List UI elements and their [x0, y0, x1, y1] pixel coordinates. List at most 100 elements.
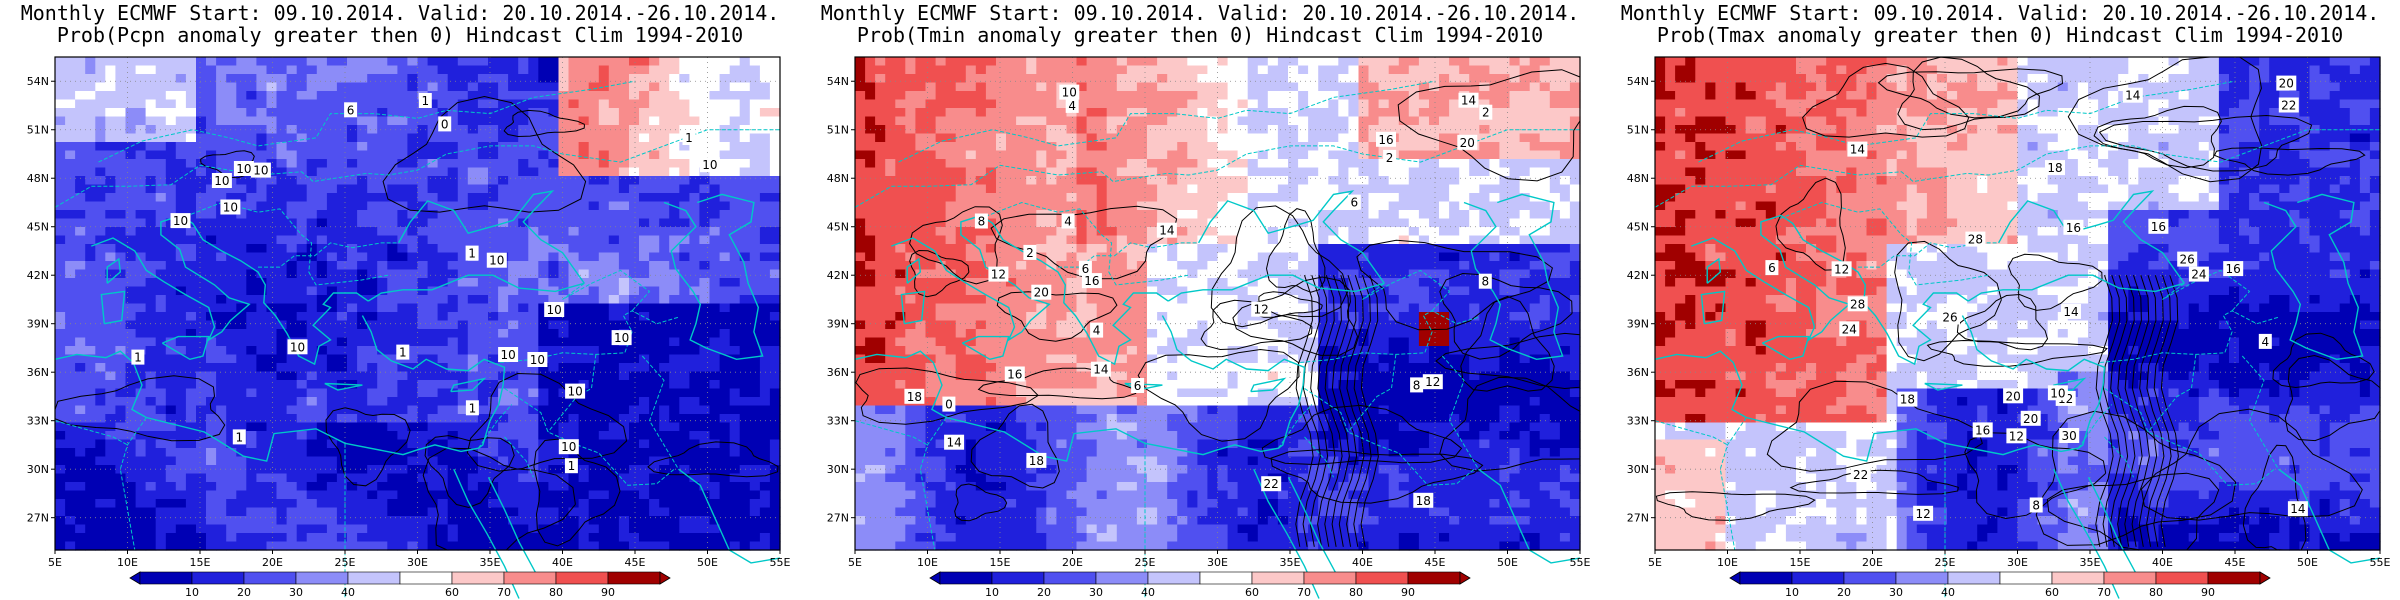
- lat-tick-label: 33N: [827, 415, 849, 428]
- colorbar-swatch: [2103, 571, 2157, 585]
- contour-label: 26: [2180, 253, 2195, 267]
- contour-label: 16: [1007, 368, 1022, 382]
- panel-title-line1: Monthly ECMWF Start: 09.10.2014. Valid: …: [820, 1, 1580, 25]
- contour-label: 18: [1900, 393, 1915, 407]
- lat-tick-label: 30N: [1627, 463, 1649, 476]
- lon-tick-label: 40E: [2152, 556, 2173, 569]
- contour-label-box: [2122, 87, 2143, 103]
- contour-label: 6: [1350, 196, 1358, 210]
- probability-field: [55, 57, 781, 551]
- contour-label-box: [2177, 251, 2198, 267]
- contour-label-box: [2223, 261, 2244, 277]
- contour-label-box: [1831, 261, 1852, 277]
- contour-label-box: [564, 458, 578, 474]
- colorbar-arrow-left: [129, 571, 141, 585]
- contour-label: 26: [1942, 311, 1957, 325]
- lat-tick-label: 36N: [27, 366, 49, 379]
- coastlines: [54, 190, 781, 599]
- colorbar-swatch: [1895, 571, 1949, 585]
- probability-map: 8846246812141620182214121018201614246121…: [827, 56, 1591, 599]
- contour-label: 4: [1064, 215, 1072, 229]
- lat-tick-label: 54N: [827, 75, 849, 88]
- contour-label: 10: [702, 158, 717, 172]
- colorbar-swatch: [1791, 571, 1845, 585]
- contour-label: 14: [2290, 502, 2305, 516]
- contour-label: 30: [2062, 429, 2077, 443]
- contour-label: 12: [2009, 429, 2024, 443]
- contour-label-box: [1940, 309, 1960, 325]
- colorbar-tick-label: 70: [2097, 586, 2111, 599]
- contour-label: 20: [1460, 136, 1475, 150]
- lon-tick-label: 10E: [117, 556, 138, 569]
- lon-tick-label: 45E: [2225, 556, 2246, 569]
- contour-label-box: [1376, 131, 1396, 147]
- lat-tick-label: 54N: [27, 75, 49, 88]
- colorbar-tick-label: 40: [1141, 586, 1155, 599]
- contour-label: 2: [1026, 246, 1034, 260]
- contour-label-box: [1090, 322, 1104, 338]
- lat-tick-label: 39N: [1627, 318, 1649, 331]
- colorbar-swatch: [1095, 571, 1149, 585]
- contour-label-box: [1156, 222, 1177, 238]
- lon-tick-label: 25E: [335, 556, 356, 569]
- contour-label-box: [287, 339, 308, 355]
- lat-tick-label: 48N: [27, 172, 49, 185]
- contour-label: 12: [1834, 262, 1849, 276]
- contour-label: 6: [1768, 261, 1776, 275]
- contour-label: 28: [1850, 297, 1865, 311]
- colorbar-swatch: [295, 571, 349, 585]
- contour-label-box: [2287, 501, 2308, 517]
- contour-label: 18: [907, 390, 922, 404]
- contour-label-box: [438, 116, 452, 132]
- colorbar-tick-label: 90: [1401, 586, 1415, 599]
- contour-label-box: [2188, 266, 2209, 282]
- contour-label: 14: [1850, 143, 1865, 157]
- contour-label-box: [498, 347, 519, 362]
- contour-label-box: [527, 352, 548, 367]
- lon-tick-label: 35E: [1280, 556, 1301, 569]
- colorbar-arrow-right: [659, 571, 671, 585]
- contour-label-box: [558, 439, 579, 455]
- contour-label: 10: [236, 162, 251, 176]
- contour-label-box: [1090, 361, 1111, 377]
- lon-tick-label: 25E: [1935, 556, 1956, 569]
- contour-label: 16: [2226, 262, 2241, 276]
- contour-label-box: [2148, 218, 2169, 234]
- contour-label: 0: [441, 117, 449, 131]
- colorbar-tick-label: 30: [1089, 586, 1103, 599]
- probability-map: 1412161412202224262830181614121046812141…: [1627, 56, 2391, 599]
- panel-title-line2: Prob(Tmin anomaly greater then 0) Hindca…: [856, 23, 1544, 47]
- contour-label: 10: [253, 164, 268, 178]
- coastlines: [854, 190, 1581, 599]
- lon-tick-label: 20E: [1062, 556, 1083, 569]
- contour-label: 28: [1968, 233, 1983, 247]
- contour-label-box: [1479, 104, 1493, 120]
- panel-tmax: Monthly ECMWF Start: 09.10.2014. Valid: …: [1600, 0, 2400, 600]
- contour-label: 6: [347, 103, 355, 117]
- contour-label: 8: [1413, 378, 1421, 392]
- colorbar: 10 20 30 40 60 70 80 90: [1729, 571, 2271, 599]
- contour-label: 24: [1842, 322, 1857, 336]
- contour-label-box: [1065, 97, 1079, 113]
- contour-label-box: [2061, 303, 2081, 319]
- contour-label-box: [2029, 497, 2043, 513]
- contour-label: 10: [500, 348, 515, 362]
- colorbar-swatch: [139, 571, 193, 585]
- contour-label: 1: [468, 247, 476, 261]
- coastlines: [1654, 190, 2381, 599]
- contour-label-box: [1850, 467, 1871, 483]
- colorbar-tick-label: 40: [341, 586, 355, 599]
- panel-title-line2: Prob(Pcpn anomaly greater then 0) Hindca…: [56, 23, 744, 47]
- colorbar: 10 20 30 40 60 70 80 90: [129, 571, 671, 599]
- contour-label: 22: [1264, 477, 1279, 491]
- lon-tick-label: 5E: [848, 556, 862, 569]
- contour-label-box: [344, 102, 358, 118]
- contour-label-box: [465, 245, 479, 261]
- contour-label-box: [942, 396, 956, 412]
- colorbar-tick-label: 10: [1785, 586, 1799, 599]
- colorbar-tick-label: 40: [1941, 586, 1955, 599]
- colorbar-swatch: [2155, 571, 2209, 585]
